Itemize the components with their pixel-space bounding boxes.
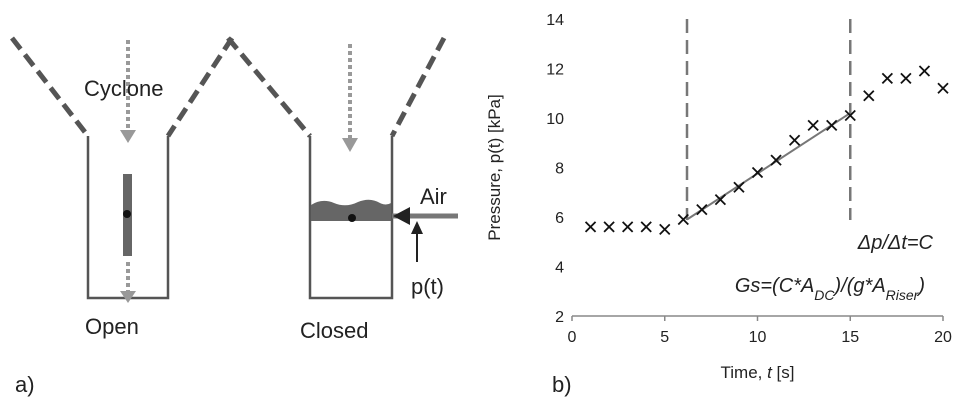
y-axis-title: Pressure, p(t) [kPa] xyxy=(485,94,504,240)
data-point xyxy=(881,72,893,85)
data-point-stroke xyxy=(937,82,949,94)
data-point-stroke xyxy=(863,90,875,102)
closed-hopper-right-wall xyxy=(389,36,447,138)
open-flow-arrowhead-bottom xyxy=(120,291,136,303)
dashed-interval-lines xyxy=(685,19,852,220)
axis-tick-marks xyxy=(571,316,944,321)
pressure-pointer-arrowhead xyxy=(411,221,423,234)
closed-hopper-left-wall xyxy=(226,36,312,138)
y-tick-label: 14 xyxy=(546,12,564,29)
x-tick-label: 5 xyxy=(660,329,669,346)
x-tick-label: 15 xyxy=(841,329,859,346)
data-point-stroke xyxy=(603,221,615,233)
data-point-stroke xyxy=(640,221,652,233)
data-point xyxy=(937,82,949,94)
data-point xyxy=(863,90,875,102)
panel-a-label: a) xyxy=(15,372,35,397)
data-point xyxy=(751,166,764,179)
data-point xyxy=(640,221,652,233)
rate-annotation: Δp/Δt=C xyxy=(857,232,934,254)
data-point xyxy=(603,221,615,233)
closed-valve-diagram: Air p(t) Closed xyxy=(226,36,458,343)
data-point xyxy=(770,154,782,166)
data-point-stroke xyxy=(881,72,893,85)
data-point xyxy=(677,213,689,226)
data-point xyxy=(826,119,838,132)
closed-flow-arrowhead xyxy=(342,138,358,152)
open-valve-diagram: Cyclone Open xyxy=(10,36,235,339)
data-point xyxy=(584,221,597,233)
panel-b-label: b) xyxy=(552,372,572,397)
data-point-stroke xyxy=(844,109,856,122)
data-point xyxy=(844,109,856,122)
data-point-stroke xyxy=(677,213,689,226)
y-tick-label: 2 xyxy=(555,309,564,326)
data-point-stroke xyxy=(900,72,912,85)
data-point-stroke xyxy=(659,223,671,236)
data-point xyxy=(733,181,745,193)
closed-valve-pivot xyxy=(348,214,356,222)
x-axis-title: Time, t [s] xyxy=(721,363,795,382)
panel-b-chart: 2 4 6 8 10 12 14 0 5 10 15 20 Pressure, p(t) [kPa]… xyxy=(485,12,952,397)
closed-label: Closed xyxy=(300,318,368,343)
data-point xyxy=(900,72,912,85)
data-point-stroke xyxy=(622,221,634,233)
accumulated-solids-layer xyxy=(311,199,391,213)
linear-fit-line xyxy=(686,112,851,221)
y-tick-label: 4 xyxy=(555,260,564,277)
open-hopper-left-wall xyxy=(10,36,90,138)
data-point-stroke xyxy=(714,194,727,206)
data-point xyxy=(696,203,708,216)
air-label: Air xyxy=(420,184,447,209)
open-flow-arrowhead-top xyxy=(120,130,136,143)
y-tick-label: 12 xyxy=(546,62,564,79)
open-valve-pivot xyxy=(123,210,131,218)
panel-a-diagram: Cyclone Open Air p(t) Closed a) xyxy=(10,36,458,397)
data-point-stroke xyxy=(584,221,597,233)
x-tick-label: 10 xyxy=(749,329,767,346)
pressure-label: p(t) xyxy=(411,274,444,299)
data-point-stroke xyxy=(696,203,708,216)
data-points xyxy=(584,65,949,236)
open-hopper-right-wall xyxy=(165,36,235,138)
data-point xyxy=(807,119,819,132)
data-point-stroke xyxy=(826,119,838,132)
data-point xyxy=(622,221,634,233)
data-point xyxy=(659,223,671,236)
data-point xyxy=(918,65,931,77)
y-tick-label: 10 xyxy=(546,111,564,128)
cyclone-label: Cyclone xyxy=(84,76,163,101)
air-arrowhead xyxy=(393,207,410,225)
y-tick-label: 6 xyxy=(555,210,564,227)
gs-annotation: Gs=(C*ADC)/(g*ARiser) xyxy=(735,275,925,303)
y-tick-labels: 2 4 6 8 10 12 14 xyxy=(546,12,564,326)
data-point-stroke xyxy=(751,166,764,179)
x-tick-labels: 0 5 10 15 20 xyxy=(568,329,952,346)
data-point-stroke xyxy=(807,119,819,132)
x-tick-label: 20 xyxy=(934,329,952,346)
data-point-stroke xyxy=(733,181,745,193)
data-point xyxy=(714,194,727,206)
data-point xyxy=(788,134,801,146)
data-point-stroke xyxy=(770,154,782,166)
open-label: Open xyxy=(85,314,139,339)
x-tick-label: 0 xyxy=(568,329,577,346)
y-tick-label: 8 xyxy=(555,161,564,178)
data-point-stroke xyxy=(918,65,931,77)
data-point-stroke xyxy=(788,134,801,146)
